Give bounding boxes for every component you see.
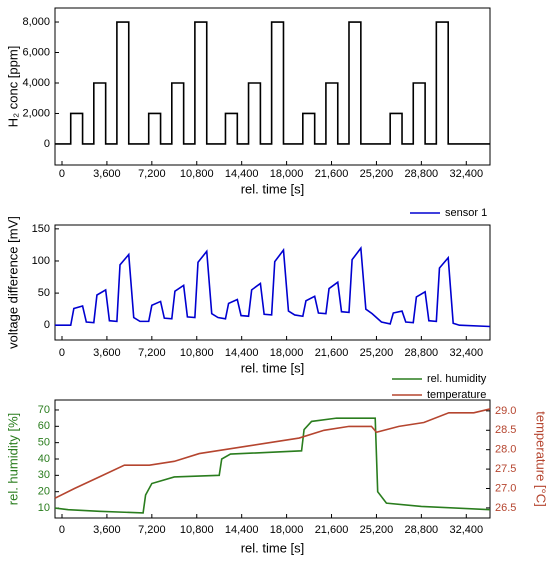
plot-frame bbox=[54, 399, 491, 519]
y2-axis-title: temperature [°C] bbox=[534, 411, 549, 507]
y-tick-label: 60 bbox=[38, 420, 50, 432]
data-line bbox=[54, 408, 491, 499]
x-tick-label: 32,400 bbox=[449, 347, 483, 359]
y2-tick-label: 27.5 bbox=[495, 463, 516, 475]
x-tick-label: 14,400 bbox=[225, 347, 259, 359]
y-tick-label: 8,000 bbox=[22, 16, 50, 28]
x-tick-label: 18,000 bbox=[270, 524, 304, 536]
x-tick-label: 14,400 bbox=[225, 524, 259, 536]
x-axis-title: rel. time [s] bbox=[241, 540, 305, 555]
x-tick-label: 0 bbox=[59, 168, 65, 180]
y-axis-title: voltage difference [mV] bbox=[5, 216, 20, 349]
y-tick-label: 2,000 bbox=[22, 107, 50, 119]
y-tick-label: 50 bbox=[38, 437, 50, 449]
y-axis-title: rel. humidity [%] bbox=[5, 413, 20, 505]
x-tick-label: 7,200 bbox=[138, 168, 166, 180]
x-tick-label: 0 bbox=[59, 524, 65, 536]
y2-tick-label: 26.5 bbox=[495, 502, 516, 514]
x-tick-label: 25,200 bbox=[360, 524, 394, 536]
x-tick-label: 32,400 bbox=[449, 524, 483, 536]
y-tick-label: 6,000 bbox=[22, 46, 50, 58]
x-tick-label: 21,600 bbox=[315, 524, 349, 536]
x-tick-label: 32,400 bbox=[449, 168, 483, 180]
y-tick-label: 4,000 bbox=[22, 77, 50, 89]
y-tick-label: 50 bbox=[38, 287, 50, 299]
x-tick-label: 25,200 bbox=[360, 347, 394, 359]
x-tick-label: 10,800 bbox=[180, 347, 214, 359]
x-tick-label: 28,800 bbox=[405, 524, 439, 536]
x-tick-label: 28,800 bbox=[405, 347, 439, 359]
y-tick-label: 10 bbox=[38, 502, 50, 514]
y-tick-label: 0 bbox=[44, 319, 50, 331]
y-tick-label: 20 bbox=[38, 486, 50, 498]
x-tick-label: 3,600 bbox=[93, 524, 121, 536]
x-tick-label: 3,600 bbox=[93, 347, 121, 359]
y2-tick-label: 28.0 bbox=[495, 444, 516, 456]
plot-frame bbox=[54, 7, 491, 166]
y-tick-label: 30 bbox=[38, 469, 50, 481]
legend-label: temperature bbox=[427, 389, 486, 401]
y-tick-label: 0 bbox=[44, 138, 50, 150]
x-tick-label: 3,600 bbox=[93, 168, 121, 180]
x-tick-label: 10,800 bbox=[180, 168, 214, 180]
x-tick-label: 21,600 bbox=[315, 347, 349, 359]
x-tick-label: 0 bbox=[59, 347, 65, 359]
data-line bbox=[55, 21, 490, 145]
x-tick-label: 7,200 bbox=[138, 347, 166, 359]
y2-tick-label: 27.0 bbox=[495, 482, 516, 494]
x-tick-label: 28,800 bbox=[405, 168, 439, 180]
x-tick-label: 18,000 bbox=[270, 347, 304, 359]
x-tick-label: 18,000 bbox=[270, 168, 304, 180]
x-axis-title: rel. time [s] bbox=[241, 360, 305, 375]
y-tick-label: 150 bbox=[32, 223, 50, 235]
legend-label: sensor 1 bbox=[445, 207, 487, 219]
x-tick-label: 25,200 bbox=[360, 168, 394, 180]
x-tick-label: 14,400 bbox=[225, 168, 259, 180]
y-tick-label: 100 bbox=[32, 255, 50, 267]
y2-tick-label: 28.5 bbox=[495, 424, 516, 436]
plot-frame bbox=[54, 224, 491, 341]
x-tick-label: 10,800 bbox=[180, 524, 214, 536]
x-tick-label: 7,200 bbox=[138, 524, 166, 536]
x-axis-title: rel. time [s] bbox=[241, 181, 305, 196]
y-tick-label: 70 bbox=[38, 404, 50, 416]
y-axis-title: H₂ conc [ppm] bbox=[5, 46, 20, 128]
y-tick-label: 40 bbox=[38, 453, 50, 465]
legend-label: rel. humidity bbox=[427, 373, 487, 385]
data-line bbox=[55, 245, 491, 328]
x-tick-label: 21,600 bbox=[315, 168, 349, 180]
data-line bbox=[54, 417, 491, 514]
y2-tick-label: 29.0 bbox=[495, 405, 516, 417]
